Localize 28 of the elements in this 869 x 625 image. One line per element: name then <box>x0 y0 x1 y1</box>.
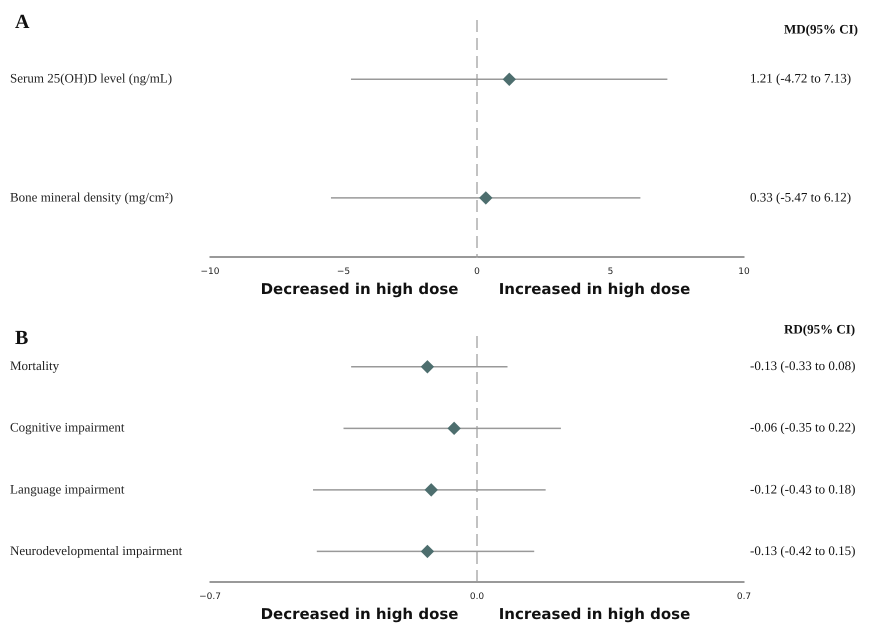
x-tick-label: −10 <box>200 266 220 277</box>
x-tick-label: 0.0 <box>470 592 484 602</box>
text: Decreased in high dose <box>260 605 458 623</box>
text: MD(95% CI) <box>784 21 858 36</box>
text: B <box>15 327 28 349</box>
x-tick-label: −5 <box>336 266 350 277</box>
y-tick-label: Mortality <box>10 358 60 374</box>
x-tick-label: 5 <box>608 266 614 277</box>
y-tick-label: Serum 25(OH)D level (ng/mL) <box>10 70 172 86</box>
y-tick-label: Bone mineral density (mg/cm²) <box>10 189 174 204</box>
x-tick-label: 0.7 <box>736 592 752 602</box>
text: A <box>15 11 30 33</box>
text: Increased in high dose <box>498 605 690 623</box>
text: RD(95% CI) <box>784 321 856 336</box>
data-label: -0.13 (-0.33 to 0.08) <box>750 358 856 374</box>
y-tick-label: Language impairment <box>10 481 125 496</box>
data-label: 1.21 (-4.72 to 7.13) <box>750 70 852 86</box>
y-tick-label: Neurodevelopmental impairment <box>10 542 183 558</box>
y-tick-label: Cognitive impairment <box>10 420 125 435</box>
text: Increased in high dose <box>498 280 690 298</box>
x-tick-label: −0.7 <box>199 592 221 602</box>
data-label: -0.12 (-0.43 to 0.18) <box>750 481 856 496</box>
text: Decreased in high dose <box>260 280 458 298</box>
x-tick-label: 10 <box>738 266 750 277</box>
data-label: -0.06 (-0.35 to 0.22) <box>750 420 856 435</box>
x-tick-label: 0 <box>474 266 480 277</box>
data-label: 0.33 (-5.47 to 6.12) <box>750 189 852 204</box>
data-label: -0.13 (-0.42 to 0.15) <box>750 542 856 558</box>
